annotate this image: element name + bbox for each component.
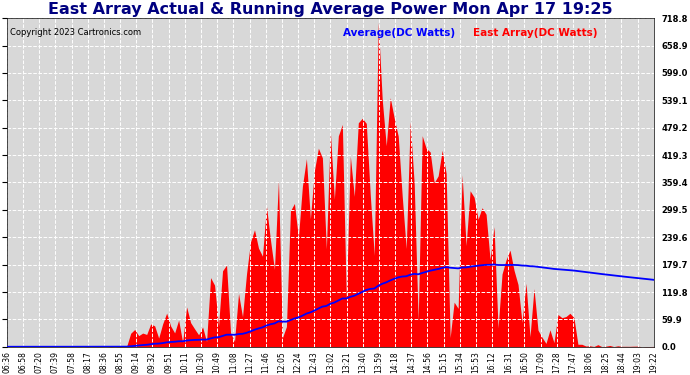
Text: Copyright 2023 Cartronics.com: Copyright 2023 Cartronics.com (10, 28, 141, 37)
Text: Average(DC Watts): Average(DC Watts) (344, 28, 455, 38)
Text: East Array(DC Watts): East Array(DC Watts) (473, 28, 597, 38)
Title: East Array Actual & Running Average Power Mon Apr 17 19:25: East Array Actual & Running Average Powe… (48, 2, 613, 17)
